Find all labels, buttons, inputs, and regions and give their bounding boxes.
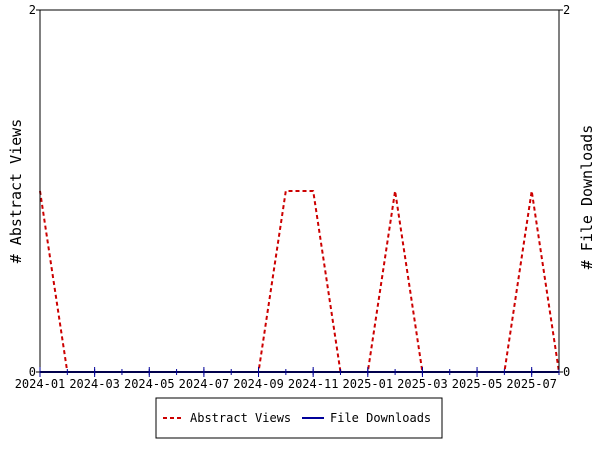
legend-label-abstract-views: Abstract Views xyxy=(190,411,291,425)
legend-label-file-downloads: File Downloads xyxy=(330,411,431,425)
x-tick-label-2025-07: 2025-07 xyxy=(506,377,557,391)
y-left-tick-label-0: 0 xyxy=(29,365,36,379)
x-tick-label-2024-11: 2024-11 xyxy=(288,377,339,391)
axis-layer: 2024-01 2024-03 2024-05 2024-07 2024-09 2024-… xyxy=(15,3,571,391)
y-left-tick-label-2: 2 xyxy=(29,3,36,17)
plot-frame xyxy=(39,9,560,373)
x-tick-label-2024-05: 2024-05 xyxy=(124,377,175,391)
y-left-axis-title: # Abstract Views xyxy=(7,119,25,264)
x-tick-label-2024-03: 2024-03 xyxy=(69,377,120,391)
y-right-axis-title: # File Downloads xyxy=(578,125,596,270)
x-tick-label-2025-05: 2025-05 xyxy=(452,377,503,391)
y-right-tick-label-0: 0 xyxy=(563,365,570,379)
legend: Abstract Views File Downloads xyxy=(155,397,443,439)
x-tick-label-2024-09: 2024-09 xyxy=(233,377,284,391)
x-tick-label-2024-01: 2024-01 xyxy=(15,377,66,391)
y-right-tick-label-2: 2 xyxy=(563,3,570,17)
x-tick-label-2025-03: 2025-03 xyxy=(397,377,448,391)
legend-box xyxy=(155,397,443,439)
x-tick-label-2024-07: 2024-07 xyxy=(179,377,230,391)
x-tick-label-2025-01: 2025-01 xyxy=(343,377,394,391)
